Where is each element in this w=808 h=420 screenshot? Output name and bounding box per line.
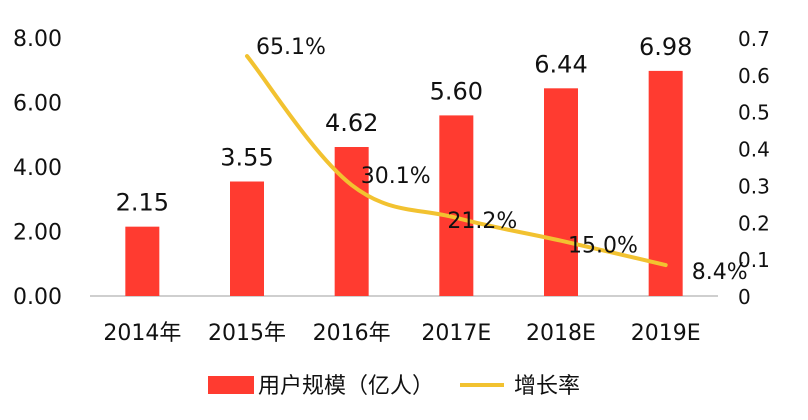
x-tick-label: 2018E <box>526 321 596 346</box>
right-tick-label: 0.5 <box>738 101 770 125</box>
left-tick-label: 8.00 <box>13 27 62 52</box>
bar <box>125 226 160 296</box>
legend-bar-label: 用户规模（亿人） <box>258 374 434 399</box>
x-tick-label: 2014年 <box>103 321 181 346</box>
bar-value-label: 4.62 <box>325 109 378 137</box>
x-tick-label: 2015年 <box>208 321 286 346</box>
x-tick-label: 2017E <box>421 321 491 346</box>
growth-value-label: 8.4% <box>692 260 748 285</box>
left-tick-label: 4.00 <box>13 156 62 181</box>
right-tick-label: 0.3 <box>738 174 770 198</box>
right-tick-label: 0.1 <box>738 248 770 272</box>
left-axis: 0.00 2.00 4.00 6.00 8.00 <box>13 27 62 310</box>
right-tick-label: 0.6 <box>738 64 770 88</box>
legend: 用户规模（亿人） 增长率 <box>208 374 580 399</box>
x-tick-label: 2019E <box>631 321 701 346</box>
bar <box>439 115 474 297</box>
growth-rate-line <box>245 54 668 268</box>
right-axis: 0 0.1 0.2 0.3 0.4 0.5 0.6 0.7 <box>738 27 770 309</box>
legend-bar-swatch <box>208 376 254 394</box>
bar-data-labels: 2.15 3.55 4.62 5.60 6.44 6.98 <box>116 33 693 217</box>
bar-value-label: 3.55 <box>220 144 273 172</box>
bar <box>544 88 578 296</box>
legend-line-label: 增长率 <box>514 374 580 399</box>
bar-series <box>125 70 683 297</box>
bar <box>230 181 264 296</box>
bar-value-label: 5.60 <box>430 77 483 105</box>
right-tick-label: 0.7 <box>738 27 770 51</box>
bar-value-label: 6.98 <box>639 33 692 61</box>
line-data-labels: 65.1% 30.1% 21.2% 15.0% 8.4% <box>256 35 748 285</box>
growth-value-label: 30.1% <box>361 164 431 189</box>
left-tick-label: 2.00 <box>13 221 62 246</box>
growth-value-label: 15.0% <box>568 234 638 259</box>
right-tick-label: 0 <box>738 285 751 309</box>
bar <box>648 70 683 297</box>
right-tick-label: 0.4 <box>738 138 770 162</box>
growth-value-label: 65.1% <box>256 35 326 60</box>
left-tick-label: 0.00 <box>13 285 62 310</box>
right-tick-label: 0.2 <box>738 211 770 235</box>
growth-value-label: 21.2% <box>447 209 517 234</box>
x-axis: 2014年 2015年 2016年 2017E 2018E 2019E <box>103 321 700 346</box>
bar-value-label: 6.44 <box>534 50 587 78</box>
bar-value-label: 2.15 <box>116 189 169 217</box>
x-tick-label: 2016年 <box>313 321 391 346</box>
left-tick-label: 6.00 <box>13 92 62 117</box>
bar <box>334 147 369 296</box>
